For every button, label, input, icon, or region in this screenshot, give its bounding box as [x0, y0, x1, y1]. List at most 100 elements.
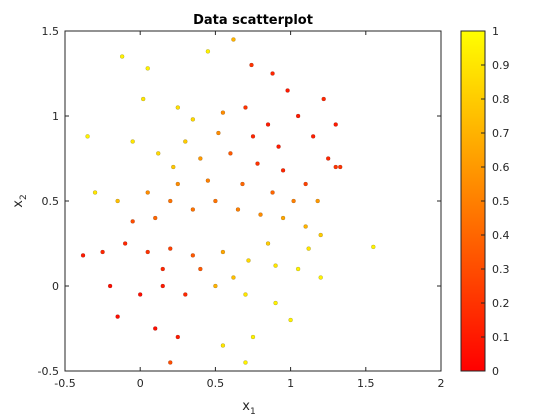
- data-point: [175, 181, 181, 187]
- data-point: [295, 266, 301, 272]
- data-point: [160, 283, 165, 289]
- data-point: [280, 215, 286, 221]
- x-tick-label: 0: [137, 377, 144, 390]
- x-axis-label-text: x: [242, 399, 250, 414]
- data-point: [213, 198, 218, 204]
- colorbar: 0 0.1 0.2 0.3 0.4 0.5 0.6 0.7 0.8 0.9 1: [460, 25, 510, 378]
- data-point: [190, 253, 196, 258]
- data-point: [198, 266, 203, 272]
- data-point: [315, 198, 320, 204]
- data-point: [273, 263, 278, 268]
- data-point: [285, 88, 290, 93]
- data-point: [168, 246, 173, 251]
- colorbar-ticks: 0 0.1 0.2 0.3 0.4 0.5 0.6 0.7 0.8 0.9 1: [481, 25, 510, 378]
- plot-frame: [64, 30, 442, 372]
- data-point: [115, 314, 120, 319]
- data-point: [205, 49, 211, 54]
- data-point: [250, 134, 256, 139]
- colorbar-tick-label: 1: [492, 25, 499, 38]
- data-point: [119, 54, 125, 59]
- data-point: [220, 110, 226, 115]
- data-point: [333, 122, 338, 127]
- colorbar-tick-label: 0.7: [492, 127, 510, 140]
- data-point: [291, 198, 296, 204]
- data-point: [175, 105, 181, 110]
- colorbar-tick-label: 0.1: [492, 331, 510, 344]
- data-point: [303, 181, 308, 187]
- data-point: [240, 181, 245, 187]
- y-tick-label: 1.5: [42, 25, 60, 38]
- colorbar-tick-label: 0.9: [492, 59, 510, 72]
- data-point: [153, 215, 158, 221]
- colorbar-tick-label: 0.5: [492, 195, 510, 208]
- data-point: [303, 224, 308, 229]
- colorbar-tick-label: 0.6: [492, 161, 510, 174]
- data-point: [265, 241, 271, 246]
- data-point: [130, 219, 135, 224]
- x-tick-label: 0.5: [207, 377, 225, 390]
- data-point: [122, 241, 128, 246]
- x-tick-label: 1: [287, 377, 294, 390]
- plot-area: -0.5 0 0.5 1 1.5 2 -0.5 0 0.5 1 1.5: [38, 25, 445, 390]
- data-point: [276, 144, 281, 149]
- data-point: [273, 300, 278, 306]
- data-point: [160, 266, 165, 272]
- data-point: [371, 244, 376, 250]
- data-point: [168, 360, 173, 365]
- x-axis-ticks: -0.5 0 0.5 1 1.5 2: [54, 31, 445, 390]
- data-point: [318, 275, 323, 280]
- data-point: [280, 168, 286, 173]
- colorbar-tick-label: 0.3: [492, 263, 510, 276]
- x-axis-label-subscript: 1: [250, 407, 256, 417]
- data-point: [243, 105, 248, 110]
- y-tick-label: 0: [52, 280, 59, 293]
- data-point: [318, 232, 323, 238]
- data-points: [80, 37, 376, 365]
- data-point: [270, 190, 275, 195]
- data-point: [92, 190, 98, 195]
- svg-text:x2: x2: [11, 194, 29, 207]
- data-point: [145, 66, 150, 71]
- data-point: [250, 334, 256, 340]
- data-point: [205, 178, 211, 183]
- data-point: [265, 122, 271, 127]
- data-point: [243, 292, 248, 297]
- colorbar-tick-label: 0.2: [492, 297, 510, 310]
- colorbar-tick-label: 0.8: [492, 93, 510, 106]
- data-point: [137, 292, 143, 297]
- data-point: [295, 113, 301, 119]
- y-tick-label: 1: [52, 110, 59, 123]
- data-point: [107, 283, 113, 289]
- data-point: [171, 164, 176, 170]
- data-point: [115, 198, 120, 204]
- y-tick-label: -0.5: [38, 365, 59, 378]
- data-point: [270, 71, 275, 76]
- y-tick-label: 0.5: [42, 195, 60, 208]
- data-point: [175, 334, 181, 340]
- chart-title: Data scatterplot: [193, 13, 313, 28]
- data-point: [213, 283, 218, 289]
- data-point: [306, 246, 311, 251]
- data-point: [198, 156, 203, 161]
- data-point: [333, 164, 338, 170]
- data-point: [156, 151, 161, 156]
- data-point: [228, 151, 233, 156]
- data-point: [220, 249, 226, 255]
- data-point: [235, 207, 241, 212]
- data-point: [130, 139, 135, 144]
- data-point: [141, 96, 146, 102]
- data-point: [100, 249, 105, 255]
- data-point: [288, 317, 293, 323]
- data-point: [190, 207, 196, 212]
- data-point: [168, 198, 173, 204]
- data-point: [338, 164, 343, 170]
- data-point: [243, 360, 248, 365]
- data-point: [183, 292, 188, 297]
- data-point: [249, 62, 254, 68]
- data-point: [153, 326, 158, 331]
- data-point: [85, 134, 90, 139]
- data-point: [321, 96, 326, 102]
- data-point: [145, 249, 150, 255]
- x-tick-label: 1.5: [357, 377, 375, 390]
